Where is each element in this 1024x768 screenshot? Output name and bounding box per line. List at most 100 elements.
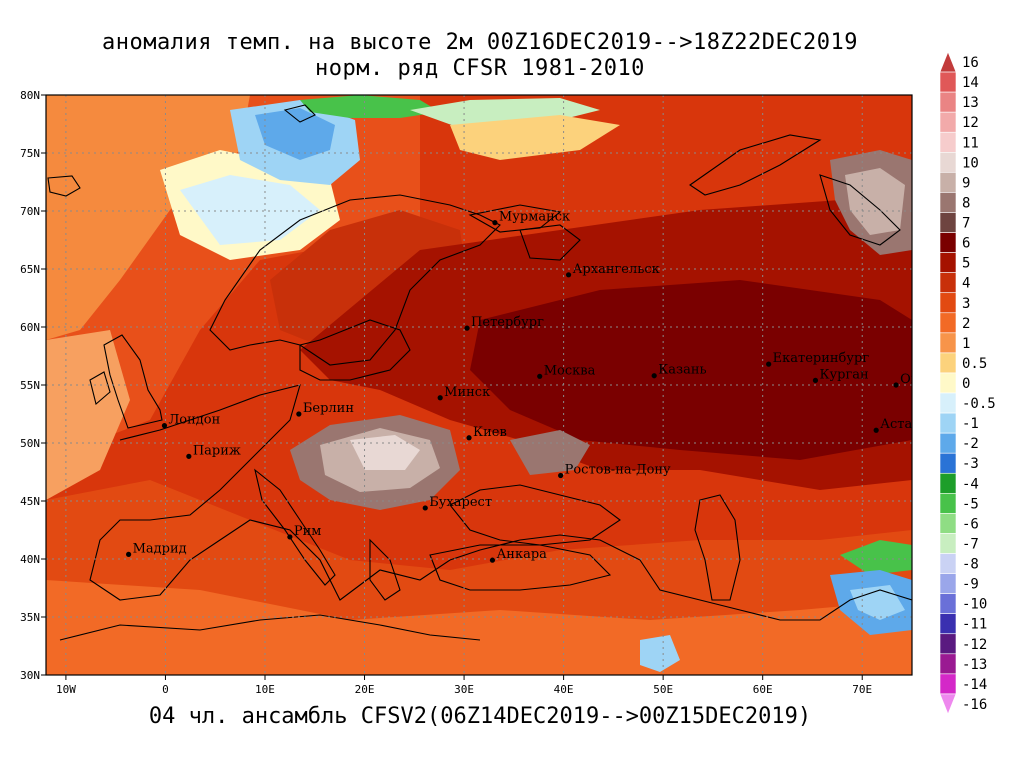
city-label: Екатеринбург xyxy=(773,351,870,366)
colorbar-swatch xyxy=(939,232,957,253)
anomaly-region-greenland-core xyxy=(255,108,335,160)
colorbar-swatch xyxy=(939,412,957,434)
colorbar-label: 9 xyxy=(962,175,970,191)
colorbar-swatch xyxy=(939,452,957,474)
y-tick-label: 45N xyxy=(20,495,40,508)
colorbar-label: 10 xyxy=(962,155,979,171)
colorbar-label: 7 xyxy=(962,216,970,232)
city-label: Мадрид xyxy=(133,541,187,556)
colorbar-swatch xyxy=(939,613,957,635)
colorbar-label: -12 xyxy=(962,637,987,653)
colorbar-swatch xyxy=(939,553,957,574)
city-label: Москва xyxy=(544,363,596,378)
city-label: Париж xyxy=(193,443,241,458)
x-tick-label: 20E xyxy=(355,683,375,696)
colorbar-label: 12 xyxy=(962,115,979,131)
coast-kola xyxy=(468,204,562,233)
anomaly-region-svalbard-green xyxy=(300,95,440,118)
anomaly-region-ural-core xyxy=(845,168,905,235)
colorbar-label: -0.5 xyxy=(962,396,996,412)
anomaly-region-central-asia-cold xyxy=(840,540,912,575)
colorbar-swatch xyxy=(939,653,957,675)
x-axis-ticks: 10W 0 10E 20E 30E 40E 50E 60E 70E xyxy=(56,675,872,696)
coast-white-sea xyxy=(519,224,581,261)
city-dot xyxy=(186,453,192,459)
colorbar-label: -4 xyxy=(962,476,979,492)
colorbar-label: 8 xyxy=(962,195,970,211)
y-tick-label: 65N xyxy=(20,263,40,276)
city-label: Бухарест xyxy=(429,495,492,510)
city-label: Мурманск xyxy=(499,210,570,225)
x-tick-label: 0 xyxy=(162,683,169,696)
coast-black-sea xyxy=(449,484,621,546)
city-label: Анкара xyxy=(496,547,547,562)
colorbar-label: 0 xyxy=(962,376,970,392)
colorbar-swatch xyxy=(939,352,957,374)
colorbar-label: -16 xyxy=(962,697,987,713)
colorbar-label: -14 xyxy=(962,677,987,693)
y-tick-label: 50N xyxy=(20,437,40,450)
colorbar-swatch xyxy=(939,372,957,394)
city-label: Минск xyxy=(444,385,490,400)
city-dot xyxy=(537,373,543,379)
city-label: Омск xyxy=(900,372,936,387)
y-tick-label: 30N xyxy=(20,669,40,682)
colorbar-swatch xyxy=(939,192,957,213)
x-tick-label: 60E xyxy=(753,683,773,696)
city-markers: Мурманск Архангельск Петербург Москва Казань… xyxy=(126,210,936,563)
colorbar-label: 16 xyxy=(962,55,979,71)
city-dot xyxy=(464,325,470,331)
y-tick-label: 70N xyxy=(20,205,40,218)
colorbar-swatch xyxy=(939,152,957,173)
colorbar-label: -1 xyxy=(962,416,979,432)
colorbar-swatch xyxy=(939,172,957,193)
colorbar-swatch xyxy=(939,292,957,314)
coast-iceland xyxy=(47,175,81,197)
colorbar-swatch xyxy=(939,252,957,273)
colorbar-swatch xyxy=(939,312,957,334)
colorbar-swatch xyxy=(939,131,957,153)
colorbar-label: 6 xyxy=(962,236,970,252)
city-label: Курган xyxy=(819,367,868,382)
colorbar-label: 2 xyxy=(962,316,970,332)
colorbar-label: -13 xyxy=(962,657,987,673)
colorbar-swatch xyxy=(939,693,957,715)
city-label: Берлин xyxy=(303,401,354,416)
colorbar-swatch xyxy=(939,673,957,695)
y-axis-ticks: 30N 35N 40N 45N 50N 55N 60N 65N 70N 75N 80N xyxy=(20,89,46,682)
city-dot xyxy=(766,361,772,367)
city-label: Рим xyxy=(294,524,322,539)
colorbar-swatch xyxy=(939,513,957,534)
coast-north-africa xyxy=(59,614,481,641)
y-tick-label: 35N xyxy=(20,611,40,624)
colorbar-label: -6 xyxy=(962,516,979,532)
colorbar-swatch xyxy=(939,633,957,655)
city-label: Астана xyxy=(880,417,929,432)
colorbar-label: -8 xyxy=(962,557,979,573)
coast-europe-west xyxy=(89,384,912,621)
coast-baltic xyxy=(299,319,411,381)
colorbar-swatch xyxy=(939,533,957,554)
city-dot xyxy=(437,395,443,401)
colorbar-swatch xyxy=(939,51,957,73)
city-dot xyxy=(161,423,168,429)
colorbar-label: 1 xyxy=(962,336,970,352)
colorbar-swatch xyxy=(939,212,957,233)
anomaly-region-north-africa xyxy=(46,580,912,675)
colorbar-label: 11 xyxy=(962,135,979,151)
colorbar-swatch xyxy=(939,392,957,414)
coast-scandinavia xyxy=(209,194,501,366)
city-dot xyxy=(565,272,572,278)
colorbar-label: 4 xyxy=(962,276,970,292)
colorbar-label: 14 xyxy=(962,75,979,91)
city-dot xyxy=(422,505,428,511)
colorbar-swatch xyxy=(939,71,957,93)
y-tick-label: 40N xyxy=(20,553,40,566)
city-dot xyxy=(296,411,302,417)
coast-novaya-zemlya xyxy=(689,134,822,196)
colorbar-label: -11 xyxy=(962,617,987,633)
colorbar-swatch xyxy=(939,91,957,113)
city-dot xyxy=(126,551,132,557)
x-tick-label: 10E xyxy=(255,683,275,696)
colorbar-swatch xyxy=(939,573,957,594)
